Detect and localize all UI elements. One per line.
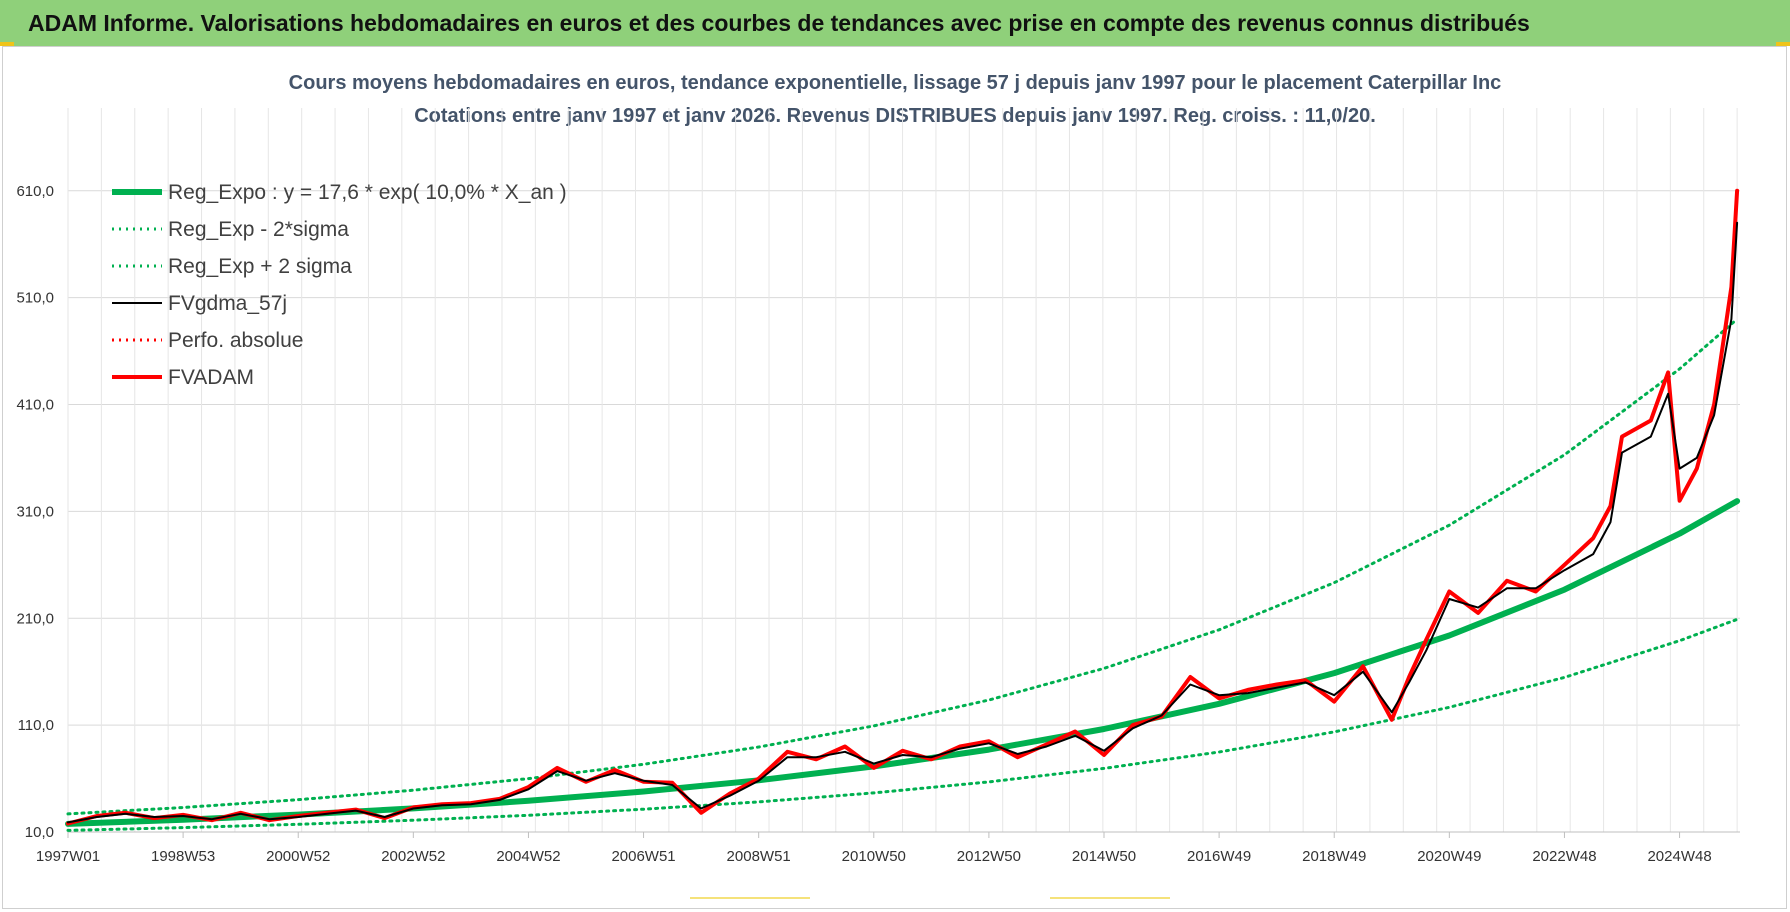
legend-label-5: FVADAM — [168, 366, 254, 389]
x-tick-label: 1997W01 — [36, 848, 100, 865]
x-tick-label: 2020W49 — [1417, 848, 1481, 865]
footer-mark-right — [1050, 897, 1170, 899]
report-banner: ADAM Informe. Valorisations hebdomadaire… — [0, 0, 1790, 46]
x-tick-label: 2014W50 — [1072, 848, 1136, 865]
legend-label-4: Perfo. absolue — [168, 329, 303, 352]
series-line-2 — [66, 317, 1739, 816]
x-tick-label: 2000W52 — [266, 848, 330, 865]
legend-label-2: Reg_Exp + 2 sigma — [168, 255, 352, 278]
footer-mark-left — [690, 897, 810, 899]
y-tick-label: 610,0 — [16, 183, 54, 200]
x-tick-label: 2024W48 — [1647, 848, 1711, 865]
x-tick-label: 2016W49 — [1187, 848, 1251, 865]
y-tick-label: 110,0 — [18, 717, 54, 734]
x-tick-label: 2004W52 — [496, 848, 560, 865]
x-tick-label: 2018W49 — [1302, 848, 1366, 865]
series-line-3 — [67, 221, 1739, 824]
x-tick-label: 2006W51 — [611, 848, 675, 865]
y-tick-label: 310,0 — [16, 503, 54, 520]
y-tick-label: 10,0 — [25, 824, 54, 841]
y-tick-label: 210,0 — [16, 610, 54, 627]
x-tick-label: 2008W51 — [727, 848, 791, 865]
chart-subtitle: Cotations entre janv 1997 et janv 2026. … — [414, 105, 1376, 127]
chart-title: Cours moyens hebdomadaires en euros, ten… — [288, 72, 1502, 94]
report-title: ADAM Informe. Valorisations hebdomadaire… — [28, 9, 1530, 36]
x-tick-label: 2012W50 — [957, 848, 1021, 865]
x-tick-label: 2002W52 — [381, 848, 445, 865]
y-tick-label: 510,0 — [16, 290, 54, 307]
corner-mark-left — [0, 42, 14, 46]
legend-label-3: FVgdma_57j — [168, 292, 287, 315]
legend-label-0: Reg_Expo : y = 17,6 * exp( 10,0% * X_an … — [168, 181, 567, 204]
x-tick-label: 1998W53 — [151, 848, 215, 865]
corner-mark-right — [1776, 42, 1790, 46]
y-tick-label: 410,0 — [16, 397, 54, 414]
series-line-1 — [66, 617, 1739, 832]
legend-label-1: Reg_Exp - 2*sigma — [168, 218, 349, 241]
x-tick-label: 2022W48 — [1532, 848, 1596, 865]
x-tick-label: 2010W50 — [842, 848, 906, 865]
